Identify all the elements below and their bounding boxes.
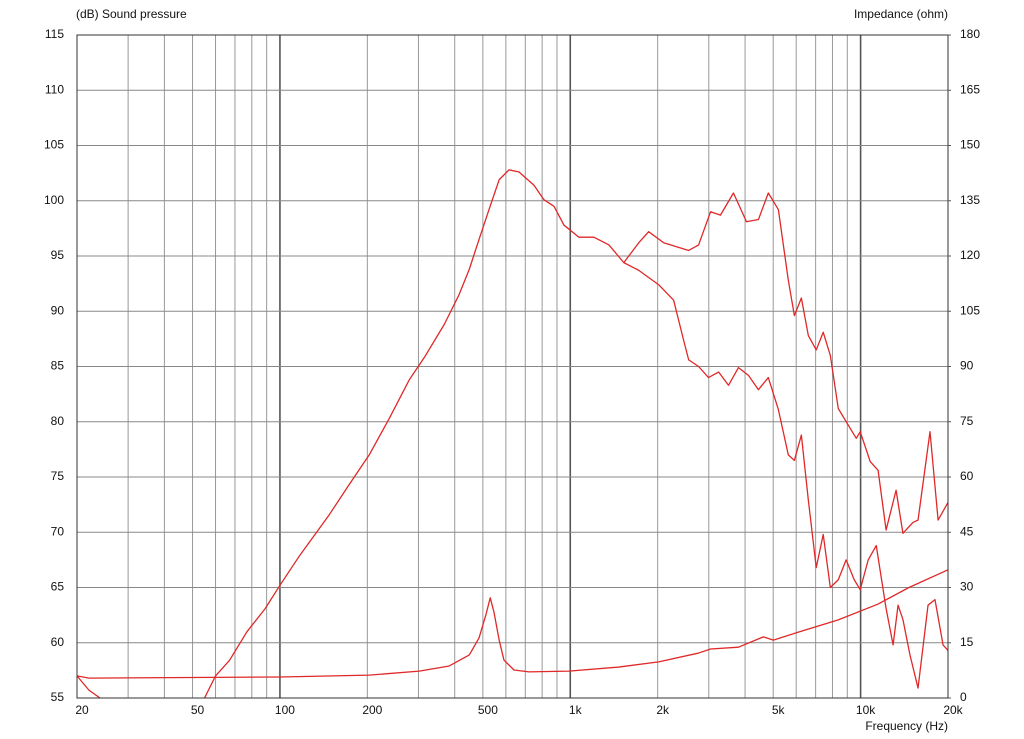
- x-tick-label: 5k: [772, 703, 786, 717]
- x-tick-label: 10k: [856, 703, 876, 717]
- y-tick-label: 65: [51, 580, 65, 594]
- response-curve: [623, 262, 948, 689]
- y2-tick-label: 15: [960, 635, 974, 649]
- y2-tick-label: 30: [960, 580, 974, 594]
- y2-tick-label: 150: [960, 138, 980, 152]
- x-tick-label: 20: [75, 703, 89, 717]
- x-tick-label: 2k: [656, 703, 670, 717]
- y-tick-label: 115: [45, 27, 64, 41]
- y2-tick-label: 180: [960, 27, 980, 41]
- y2-tick-label: 120: [960, 248, 980, 262]
- y-tick-label: 105: [44, 138, 64, 152]
- y-tick-label: 100: [44, 193, 64, 207]
- y2-tick-label: 135: [960, 193, 980, 207]
- x-tick-label: 100: [275, 703, 295, 717]
- x-tick-label: 50: [191, 703, 205, 717]
- y2-tick-label: 60: [960, 469, 974, 483]
- y-tick-label: 85: [51, 359, 65, 373]
- y-tick-label: 55: [51, 690, 65, 704]
- y2-axis-label: Impedance (ohm): [854, 7, 948, 21]
- y-tick-label: 80: [51, 414, 65, 428]
- y2-tick-label: 165: [960, 82, 980, 96]
- y-tick-label: 60: [51, 635, 65, 649]
- x-tick-label: 200: [362, 703, 382, 717]
- plot-lines: [77, 169, 948, 698]
- y2-tick-label: 0: [960, 690, 967, 704]
- x-tick-label: 500: [478, 703, 498, 717]
- y-tick-label: 70: [51, 524, 65, 538]
- y-tick-label: 90: [51, 303, 65, 317]
- y2-tick-label: 45: [960, 524, 974, 538]
- y2-tick-label: 105: [960, 303, 980, 317]
- x-axis-label: Frequency (Hz): [865, 719, 948, 733]
- response-curve: [77, 569, 948, 679]
- y-tick-label: 110: [45, 82, 64, 96]
- x-tick-label: 1k: [569, 703, 583, 717]
- y2-tick-label: 90: [960, 359, 974, 373]
- y-tick-label: 95: [51, 248, 65, 262]
- y2-tick-label: 75: [960, 414, 974, 428]
- y-tick-label: 75: [51, 469, 65, 483]
- y-axis-label: (dB) Sound pressure: [76, 7, 187, 21]
- x-tick-label: 20k: [943, 703, 963, 717]
